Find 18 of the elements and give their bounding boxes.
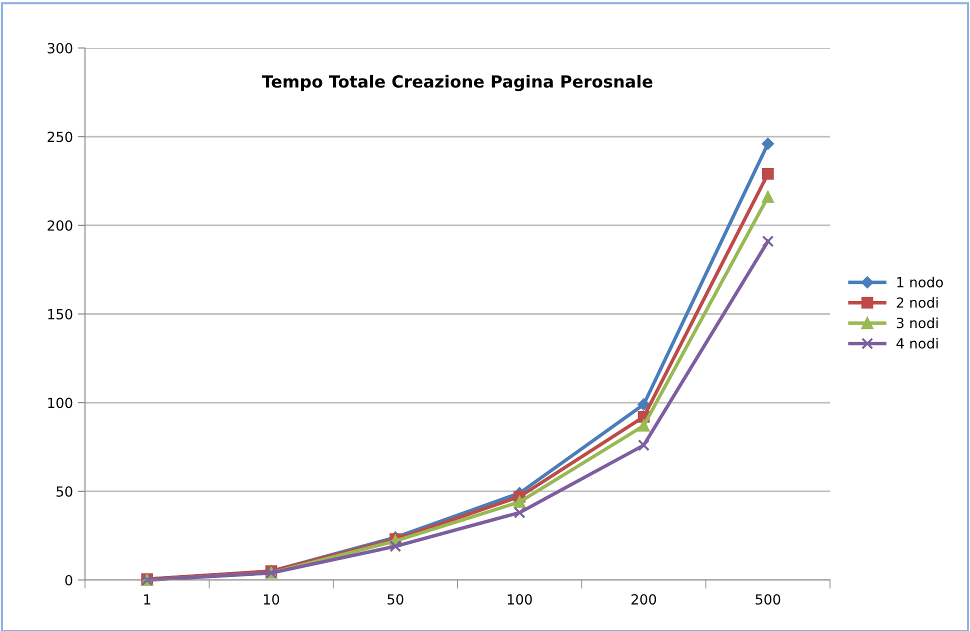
y-tick-label: 100 bbox=[48, 398, 72, 408]
y-tick-label: 300 bbox=[48, 42, 72, 54]
x-tick-label: 500 bbox=[756, 594, 780, 605]
legend-label: 4 nodi bbox=[896, 338, 938, 349]
x-tick-label: 1 bbox=[144, 594, 150, 604]
y-tick-label: 0 bbox=[65, 574, 72, 586]
y-tick-label: 150 bbox=[48, 308, 72, 320]
y-tick-label: 50 bbox=[56, 486, 72, 497]
x-tick-label: 200 bbox=[632, 594, 656, 605]
text: Tempo Totale Creazione Pagina Perosnale bbox=[262, 74, 652, 92]
x-tick-label: 100 bbox=[508, 594, 532, 605]
legend-label: 1 nodo bbox=[897, 276, 943, 288]
legend-label: 3 nodi bbox=[896, 317, 938, 328]
y-tick-label: 250 bbox=[48, 132, 72, 142]
legend-label: 2 nodi bbox=[896, 297, 938, 308]
x-tick-label: 10 bbox=[264, 594, 280, 605]
x-tick-label: 50 bbox=[388, 594, 404, 605]
y-tick-label: 200 bbox=[48, 220, 72, 231]
